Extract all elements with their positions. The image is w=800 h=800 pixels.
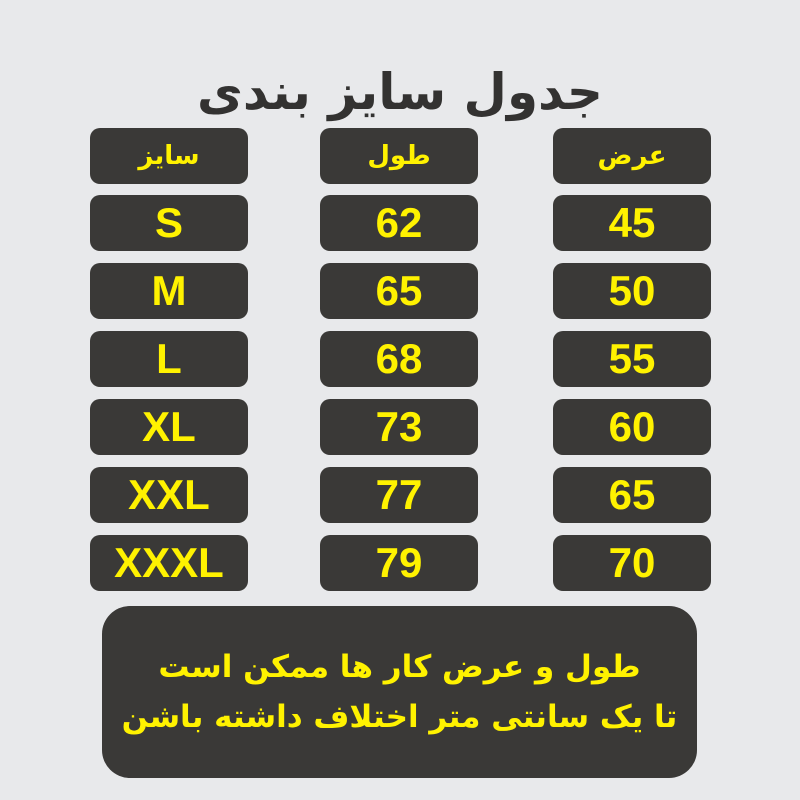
- table-cell-size: XXXL: [90, 535, 248, 591]
- header-length: طول: [320, 128, 478, 184]
- table-cell-width: 55: [553, 331, 711, 387]
- page-title: جدول سایز بندی: [197, 63, 603, 121]
- table-cell-size: L: [90, 331, 248, 387]
- table-cell-size: XL: [90, 399, 248, 455]
- table-cell-length: 65: [320, 263, 478, 319]
- table-cell-size: XXL: [90, 467, 248, 523]
- table-cell-length: 73: [320, 399, 478, 455]
- table-cell-size: M: [90, 263, 248, 319]
- table-cell-length: 68: [320, 331, 478, 387]
- table-cell-width: 60: [553, 399, 711, 455]
- table-cell-width: 65: [553, 467, 711, 523]
- table-cell-length: 77: [320, 467, 478, 523]
- note-line-1: طول و عرض کار ها ممکن است: [158, 649, 641, 685]
- table-cell-width: 45: [553, 195, 711, 251]
- table-cell-width: 50: [553, 263, 711, 319]
- header-size: سایز: [90, 128, 248, 184]
- table-cell-width: 70: [553, 535, 711, 591]
- note-line-2: تا یک سانتی متر اختلاف داشته باشن: [121, 699, 678, 735]
- table-cell-length: 62: [320, 195, 478, 251]
- table-cell-length: 79: [320, 535, 478, 591]
- header-width: عرض: [553, 128, 711, 184]
- table-cell-size: S: [90, 195, 248, 251]
- tolerance-note: طول و عرض کار ها ممکن است تا یک سانتی مت…: [102, 606, 697, 778]
